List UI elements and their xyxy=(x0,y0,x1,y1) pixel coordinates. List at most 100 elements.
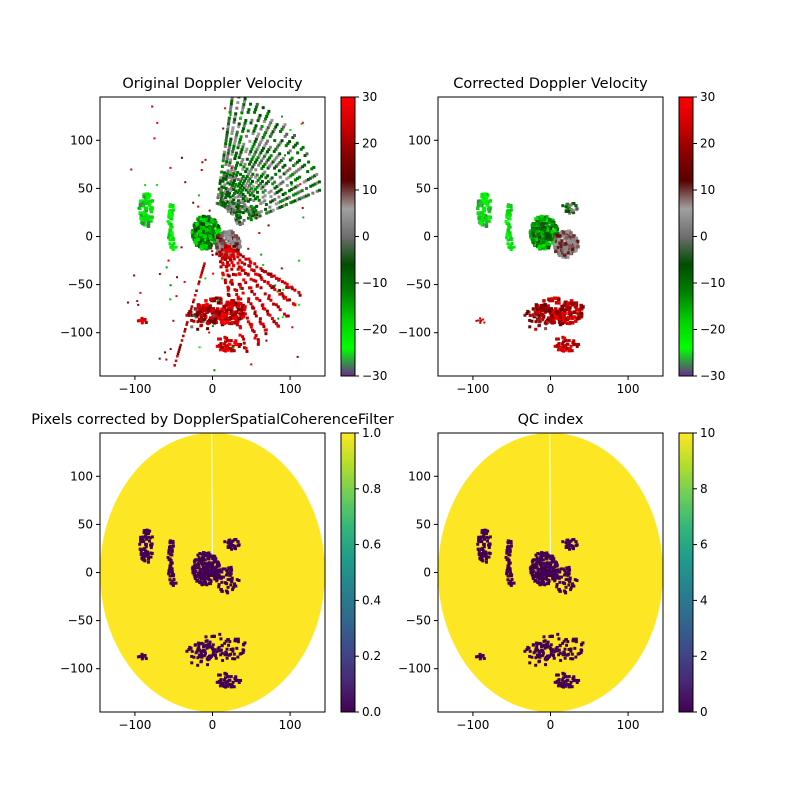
ray-pixel xyxy=(227,116,231,120)
echo-cell xyxy=(560,233,564,238)
ray-pixel xyxy=(220,170,224,174)
ray-pixel xyxy=(268,205,272,209)
ray-pixel xyxy=(254,137,258,141)
echo-cell xyxy=(228,302,232,306)
speck-pixel xyxy=(158,272,161,275)
flagged-pixel xyxy=(229,546,233,550)
ray-pixel xyxy=(255,173,259,177)
streak-pixel xyxy=(241,255,245,259)
ray-pixel xyxy=(233,115,237,119)
y-tick-label: 50 xyxy=(78,517,93,531)
ray-pixel xyxy=(255,212,259,216)
echo-cell xyxy=(574,248,578,253)
streak-pixel xyxy=(242,268,246,272)
ray-pixel xyxy=(241,167,245,171)
ray-pixel xyxy=(256,145,260,149)
echo-cell xyxy=(536,232,541,237)
echo-cell xyxy=(550,321,555,325)
ray-pixel xyxy=(267,123,271,127)
ray-pixel xyxy=(241,222,245,226)
flagged-pixel xyxy=(203,570,207,574)
echo-cell xyxy=(201,218,206,222)
ray-pixel xyxy=(232,172,236,176)
flagged-pixel xyxy=(561,641,565,645)
streak-pixel xyxy=(178,348,181,351)
echo-cell xyxy=(218,348,222,352)
echo-cell xyxy=(529,233,534,238)
ray-pixel xyxy=(265,150,269,154)
ray-pixel xyxy=(283,197,287,201)
flagged-pixel xyxy=(212,559,216,563)
streak-pixel xyxy=(231,301,235,305)
ray-pixel xyxy=(241,188,245,192)
flagged-pixel xyxy=(203,580,207,584)
flagged-pixel xyxy=(543,564,547,568)
ray-pixel xyxy=(269,189,273,193)
echo-cell xyxy=(212,314,216,318)
colorbar-tick-label: 4 xyxy=(700,593,708,607)
echo-cell xyxy=(550,223,555,227)
ray-pixel xyxy=(303,154,307,158)
echo-cell xyxy=(232,321,237,325)
ray-pixel xyxy=(288,149,292,153)
echo-cell xyxy=(506,231,510,235)
flagged-pixel xyxy=(574,640,578,644)
flagged-pixel xyxy=(476,654,480,658)
echo-cell xyxy=(559,313,564,317)
echo-cell xyxy=(544,327,548,331)
flagged-pixel xyxy=(571,583,575,587)
streak-pixel xyxy=(192,298,196,302)
ray-pixel xyxy=(257,163,261,167)
streak-pixel xyxy=(234,318,238,322)
echo-cell xyxy=(547,227,551,232)
echo-cell xyxy=(167,233,171,237)
colorbar xyxy=(678,96,694,377)
flagged-pixel xyxy=(144,531,148,535)
echo-cell xyxy=(230,240,235,244)
streak-pixel xyxy=(283,295,287,299)
flagged-pixel xyxy=(547,578,551,582)
colorbar-tick-label: 0 xyxy=(362,230,370,244)
ray-pixel xyxy=(233,195,237,199)
flagged-pixel xyxy=(213,648,217,652)
echo-cell xyxy=(545,218,549,223)
echo-cell xyxy=(574,303,579,308)
ray-pixel xyxy=(253,206,257,210)
flagged-pixel xyxy=(170,553,174,557)
ray-pixel xyxy=(222,153,226,157)
flagged-pixel xyxy=(537,569,541,573)
echo-cell xyxy=(144,195,149,199)
speck-pixel xyxy=(297,303,300,306)
streak-pixel xyxy=(184,327,187,331)
speck-pixel xyxy=(213,369,216,372)
ray-pixel xyxy=(242,207,246,211)
streak-pixel xyxy=(268,313,272,317)
flagged-pixel xyxy=(543,644,547,648)
x-tick-label: 100 xyxy=(617,382,640,396)
ray-pixel xyxy=(238,182,242,186)
speck-pixel xyxy=(232,346,235,349)
flagged-pixel xyxy=(223,567,227,571)
echo-cell xyxy=(212,321,217,325)
flagged-pixel xyxy=(235,639,239,643)
ray-pixel xyxy=(309,184,313,188)
echo-cell xyxy=(567,311,571,316)
x-tick-label: 0 xyxy=(547,382,555,396)
speck-pixel xyxy=(250,363,253,366)
ray-pixel xyxy=(224,189,228,193)
ray-pixel xyxy=(313,174,317,178)
flagged-pixel xyxy=(205,565,209,569)
echo-cell xyxy=(476,201,481,205)
speck-pixel xyxy=(126,301,129,304)
flagged-pixel xyxy=(568,683,572,687)
ray-pixel xyxy=(223,171,227,175)
flagged-pixel xyxy=(566,573,570,577)
ray-pixel xyxy=(228,173,232,177)
streak-pixel xyxy=(225,265,229,269)
echo-cell xyxy=(509,203,513,207)
echo-cell xyxy=(534,305,538,309)
streak-pixel xyxy=(183,330,186,333)
flagged-pixel xyxy=(555,563,559,567)
flagged-pixel xyxy=(205,639,209,643)
flagged-pixel xyxy=(143,559,147,563)
